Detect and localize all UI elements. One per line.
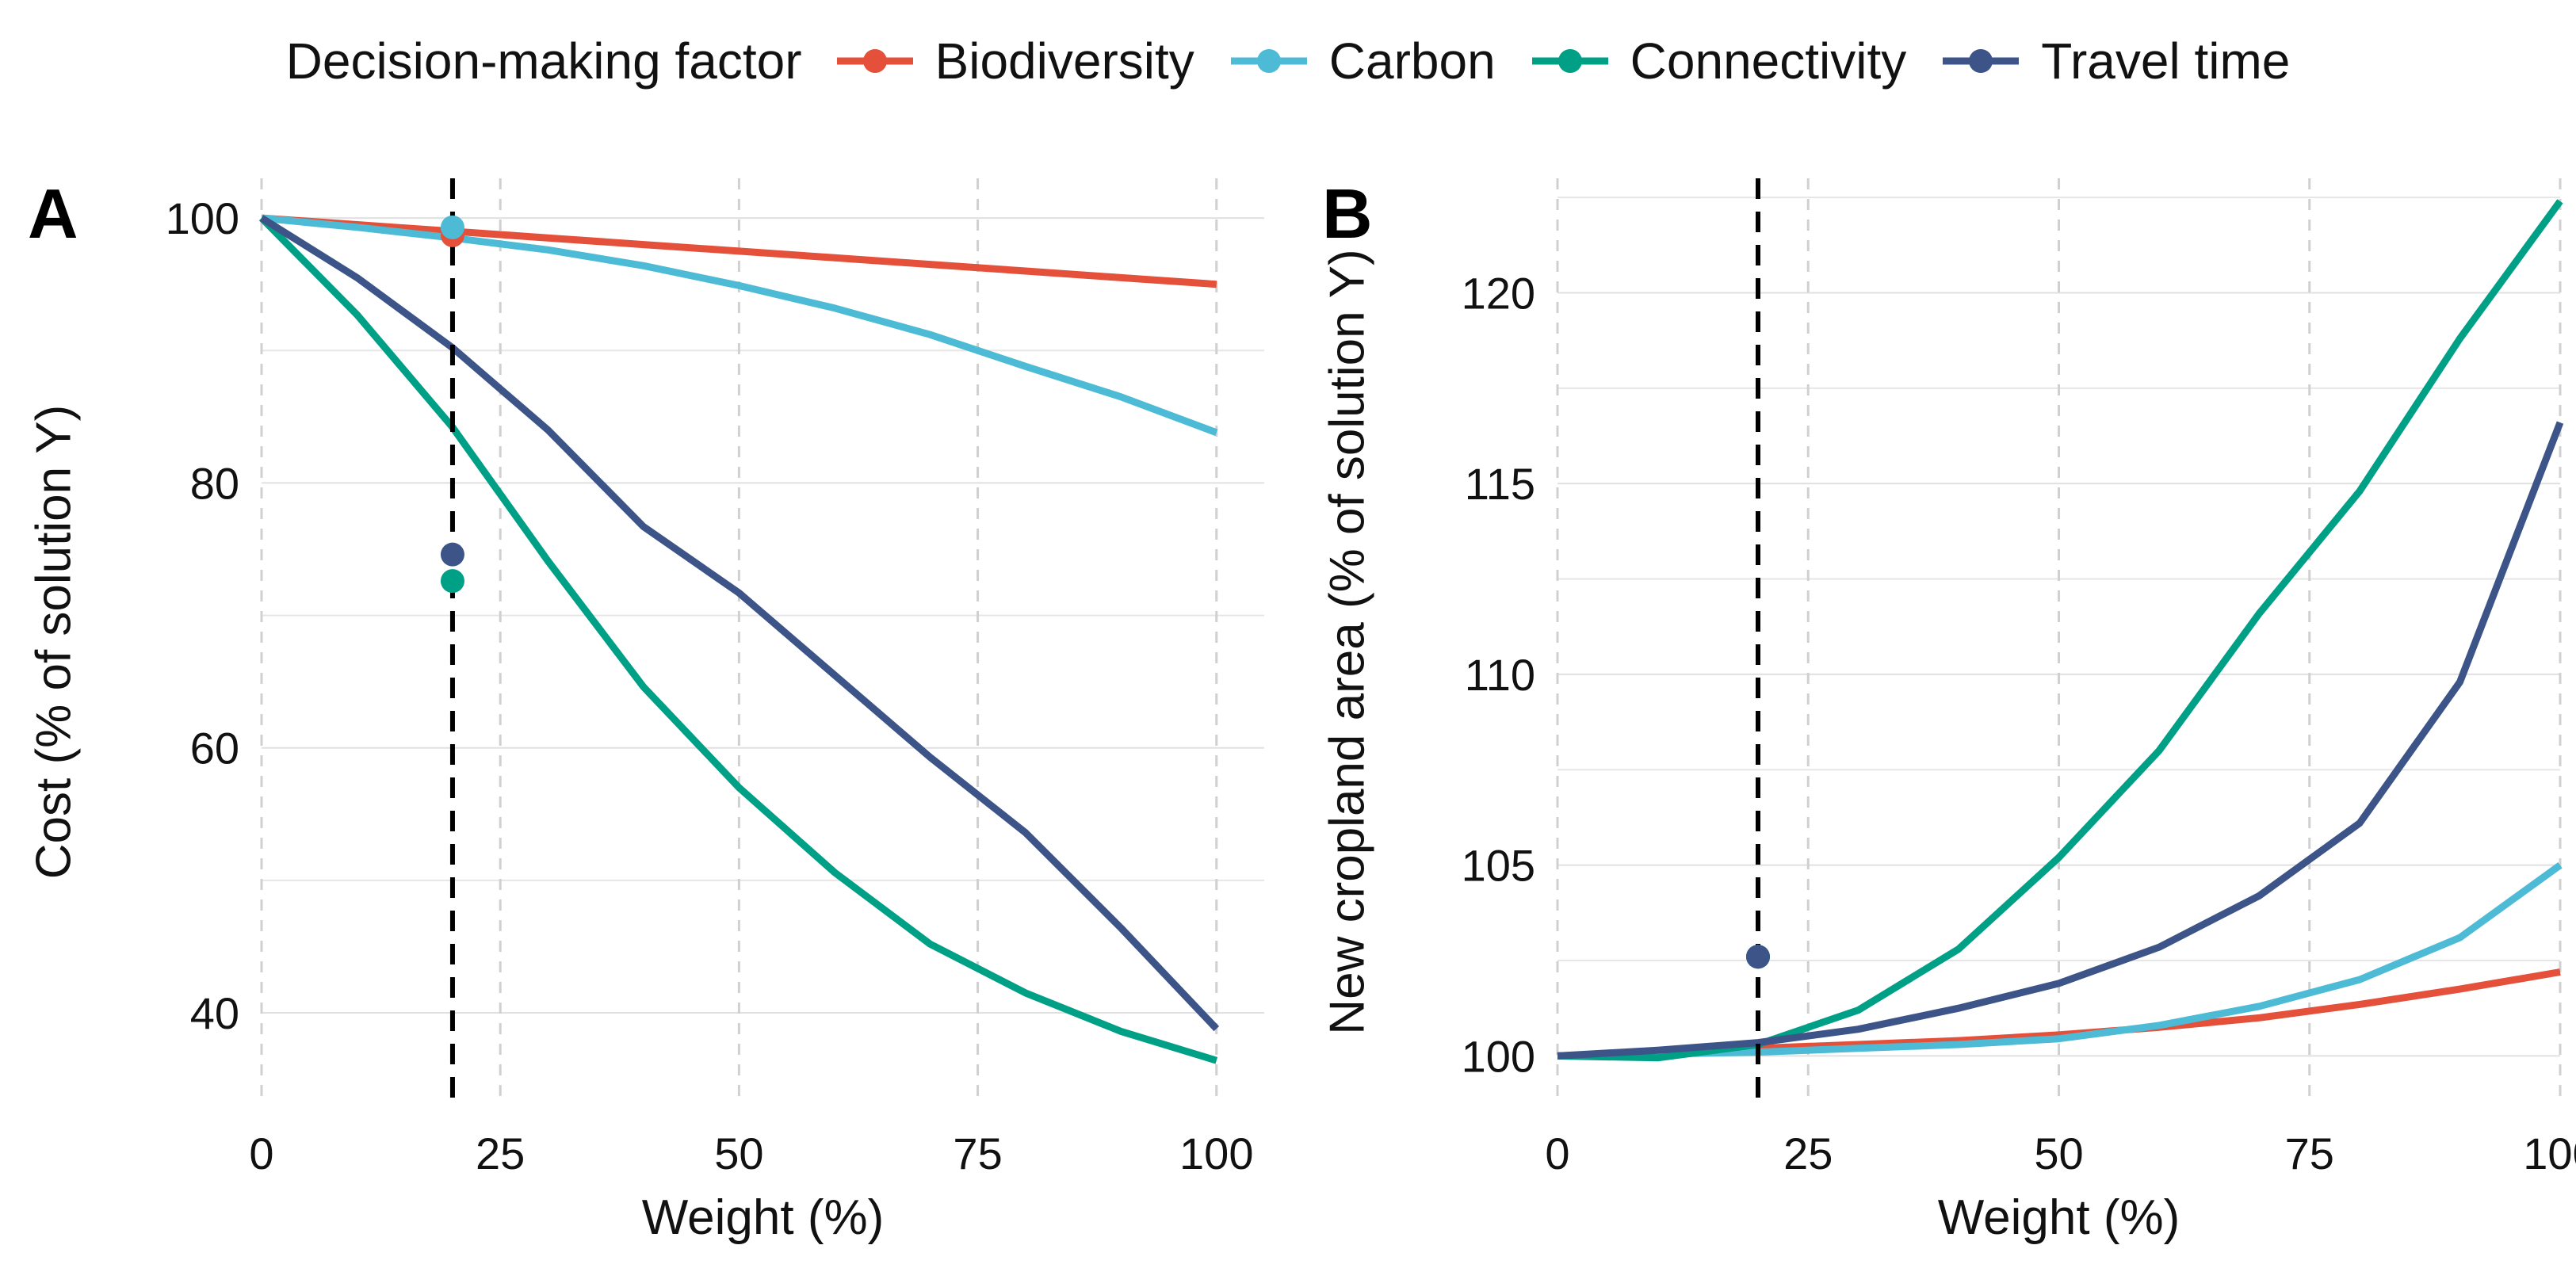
panel-a-series-carbon-point	[440, 215, 464, 239]
panel-a-x-axis-title: Weight (%)	[642, 1190, 885, 1245]
panel-a-series-travel-time-line	[259, 215, 1220, 1032]
panel-b-x-tick-label: 100	[2523, 1129, 2576, 1178]
panel-b-series-carbon-line	[1557, 862, 2563, 1060]
panel-b-x-tick-label: 25	[1783, 1129, 1833, 1178]
legend-item-connectivity: Connectivity	[1531, 32, 1907, 90]
panel-b-series-travel-time-point	[1746, 945, 1770, 969]
panel-b-y-axis-title: New cropland area (% of solution Y)	[1320, 249, 1375, 1034]
panel-a-series-connectivity-line	[258, 215, 1218, 1064]
panel-a-y-tick-label: 40	[190, 988, 239, 1038]
panel-b-y-tick-label: 100	[1462, 1031, 1535, 1081]
panel-a-tag: A	[28, 174, 78, 253]
panel-b-tag: B	[1322, 174, 1373, 253]
panel-b-y-tick-label: 110	[1465, 650, 1535, 700]
legend-label-travel-time: Travel time	[2041, 32, 2291, 90]
panel-b-series-travel-time-line	[1557, 421, 2564, 1060]
panel-a-series-travel-time-point	[440, 542, 464, 567]
panel-a-x-tick-label: 0	[249, 1129, 273, 1178]
legend-item-carbon: Carbon	[1230, 32, 1496, 90]
legend-item-travel-time: Travel time	[1943, 32, 2290, 90]
panel-a-x-tick-label: 75	[953, 1129, 1002, 1178]
panel-a-series-connectivity-point	[440, 569, 464, 594]
legend-key-travel-time	[1943, 49, 2020, 73]
panel-b-x-axis-title: Weight (%)	[1938, 1190, 2180, 1245]
panel-a-series-carbon-line	[261, 214, 1218, 437]
panel-b-x-tick-label: 0	[1545, 1129, 1569, 1178]
panel-a-y-axis-title: Cost (% of solution Y)	[27, 405, 82, 879]
panel-a-series-biodiversity-line	[261, 214, 1217, 288]
legend-label-carbon: Carbon	[1328, 32, 1496, 90]
panel-a-y-tick-label: 100	[166, 193, 239, 243]
panel-a-y-tick-label: 60	[190, 724, 239, 773]
legend-key-biodiversity	[836, 49, 913, 73]
legend-label-connectivity: Connectivity	[1630, 32, 1907, 90]
legend-title: Decision-making factor	[285, 32, 802, 90]
legend-item-biodiversity: Biodiversity	[836, 32, 1194, 90]
panel-b-x-tick-label: 75	[2285, 1129, 2334, 1178]
panel-b-y-tick-label: 115	[1465, 459, 1535, 509]
legend: Decision-making factor Biodiversity Carb…	[0, 32, 2576, 90]
panel-b-y-tick-label: 120	[1462, 268, 1535, 318]
panel-b-series-connectivity-line	[1557, 199, 2563, 1062]
panel-b-x-tick-label: 50	[2034, 1129, 2083, 1178]
panel-a-y-tick-label: 80	[190, 458, 239, 508]
legend-label-biodiversity: Biodiversity	[934, 32, 1194, 90]
panel-b-y-tick-label: 105	[1462, 841, 1535, 891]
legend-key-connectivity	[1531, 49, 1608, 73]
panel-a-x-tick-label: 100	[1179, 1129, 1253, 1178]
panel-a-x-tick-label: 50	[714, 1129, 763, 1178]
legend-key-carbon	[1230, 49, 1307, 73]
panel-a-x-tick-label: 25	[476, 1129, 525, 1178]
